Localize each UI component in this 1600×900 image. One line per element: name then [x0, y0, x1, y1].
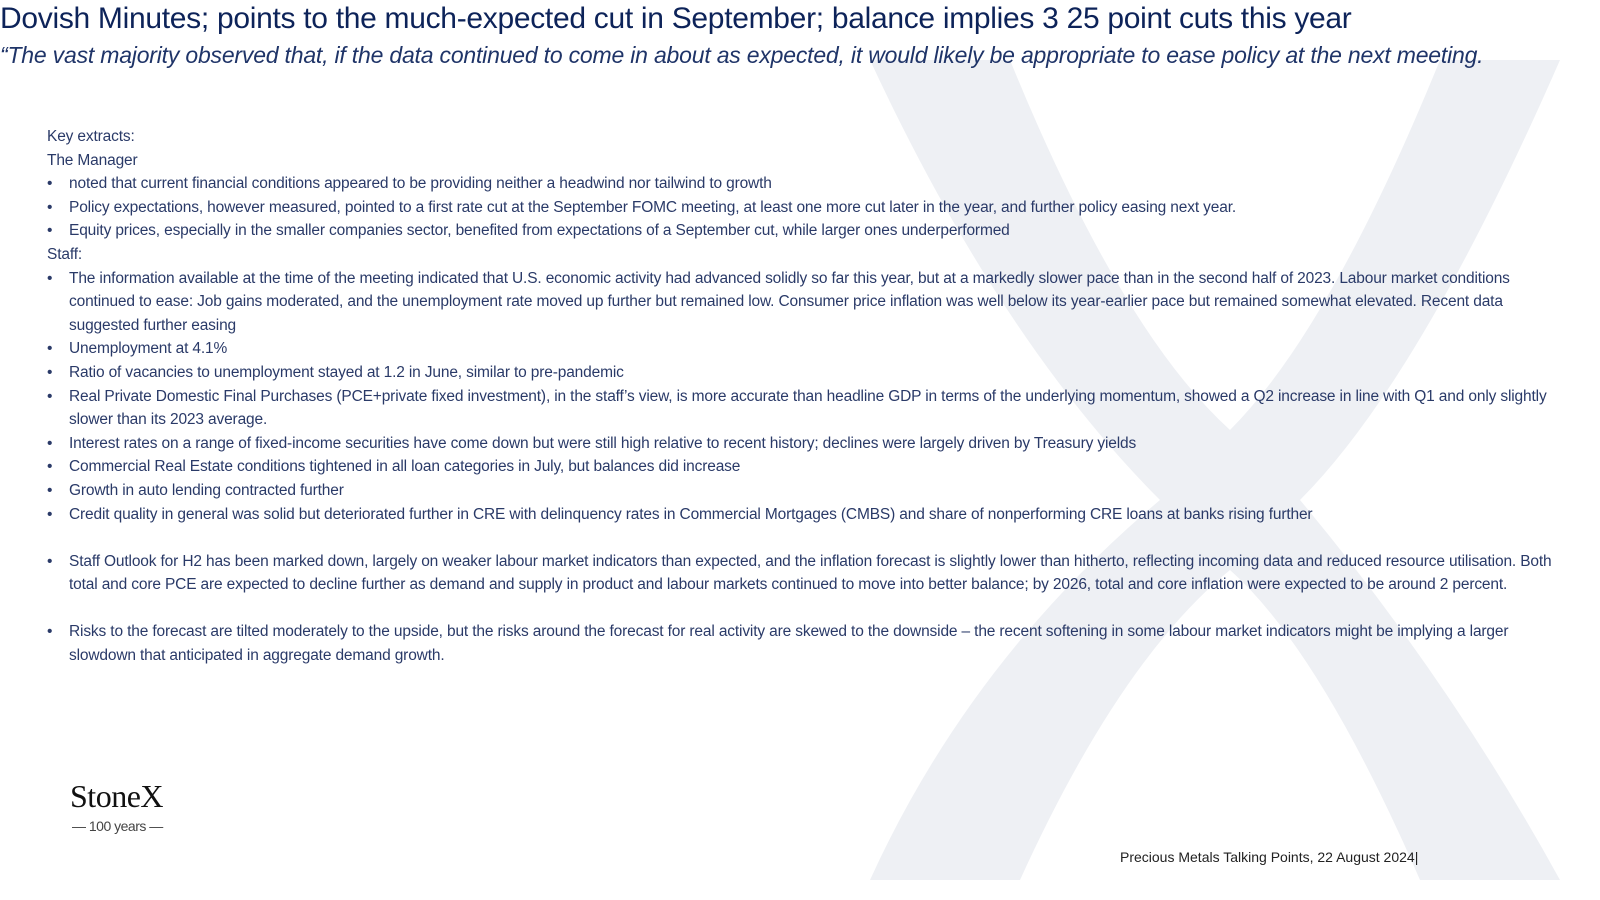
body: Key extracts: The Manager noted that cur… [47, 125, 1567, 668]
bullet: Staff Outlook for H2 has been marked dow… [47, 550, 1567, 597]
section-heading: The Manager [47, 151, 138, 169]
bullet: Growth in auto lending contracted furthe… [47, 479, 1567, 503]
bullet: Equity prices, especially in the smaller… [47, 219, 1567, 243]
bullet-list: Staff Outlook for H2 has been marked dow… [47, 550, 1567, 597]
bullet: Unemployment at 4.1% [47, 337, 1567, 361]
bullet: noted that current financial conditions … [47, 172, 1567, 196]
bullet: The information available at the time of… [47, 267, 1567, 338]
footer: Precious Metals Talking Points, 22 Augus… [1120, 849, 1419, 865]
section-heading: Staff: [47, 245, 83, 263]
bullet: Interest rates on a range of fixed-incom… [47, 432, 1567, 456]
bullet: Real Private Domestic Final Purchases (P… [47, 385, 1567, 432]
title: Dovish Minutes; points to the much-expec… [0, 2, 1352, 35]
bullet-list: The information available at the time of… [47, 267, 1567, 527]
bullet: Policy expectations, however measured, p… [47, 196, 1567, 220]
bullet: Ratio of vacancies to unemployment staye… [47, 361, 1567, 385]
quote: “The vast majority observed that, if the… [0, 42, 1484, 68]
bullet: Commercial Real Estate conditions tighte… [47, 455, 1567, 479]
bullet-list: noted that current financial conditions … [47, 172, 1567, 243]
intro: Key extracts: [47, 128, 135, 145]
bullet: Risks to the forecast are tilted moderat… [47, 620, 1567, 667]
logo-tagline: — 100 years — [72, 818, 163, 834]
logo: StoneX [70, 778, 164, 814]
bullet: Credit quality in general was solid but … [47, 503, 1567, 527]
bullet-list: Risks to the forecast are tilted moderat… [47, 620, 1567, 667]
